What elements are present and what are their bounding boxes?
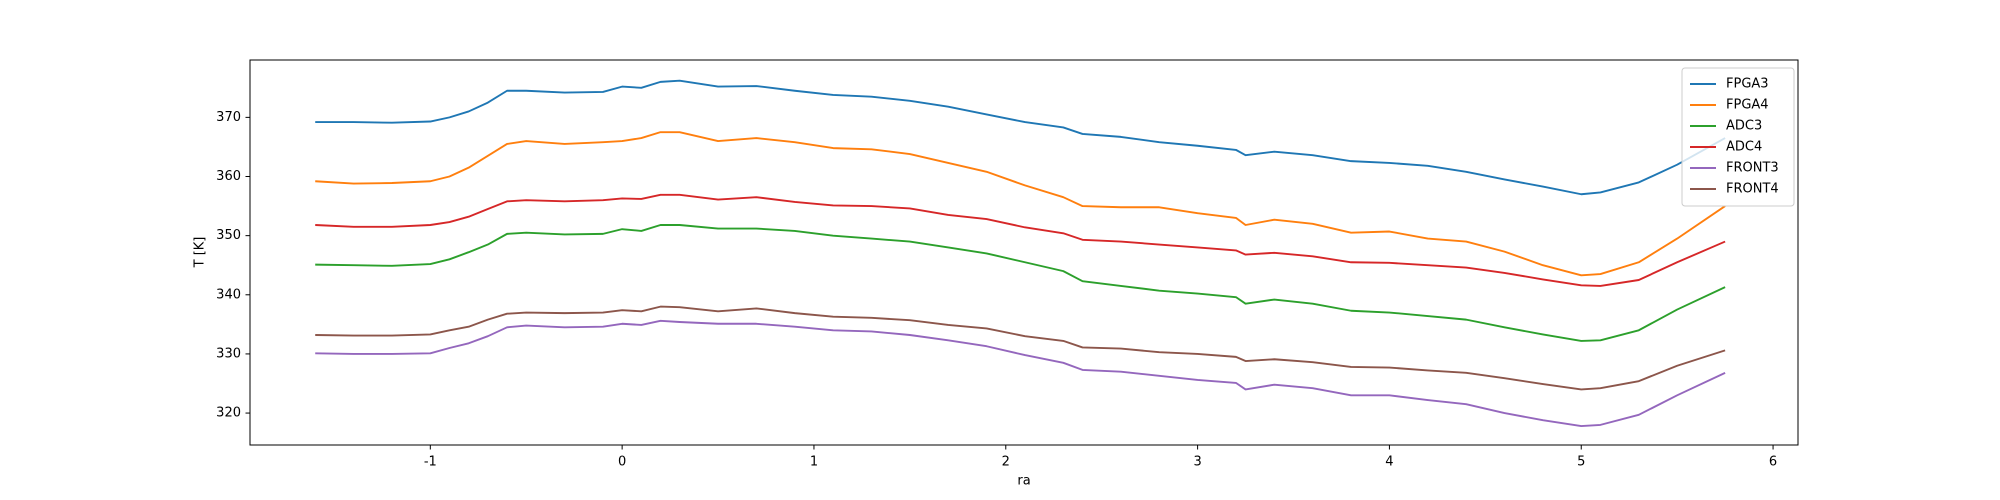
y-tick-label: 330 bbox=[216, 346, 241, 361]
legend-label: FPGA3 bbox=[1726, 77, 1769, 92]
legend-label: FRONT4 bbox=[1726, 182, 1779, 197]
series-line bbox=[315, 224, 1726, 342]
series-line bbox=[315, 319, 1726, 428]
y-tick-label: 320 bbox=[216, 406, 241, 421]
y-tick-label: 340 bbox=[216, 287, 241, 302]
y-axis-label: T [K] bbox=[193, 237, 208, 269]
legend-label: ADC4 bbox=[1726, 140, 1762, 155]
y-tick-label: 370 bbox=[216, 110, 241, 125]
x-tick-label: 3 bbox=[1193, 455, 1201, 470]
x-tick-label: 0 bbox=[618, 455, 626, 470]
x-tick-label: 4 bbox=[1385, 455, 1393, 470]
plot-frame bbox=[249, 59, 1799, 446]
legend-label: ADC3 bbox=[1726, 119, 1762, 134]
legend-box bbox=[1681, 67, 1795, 207]
x-axis-label: ra bbox=[1017, 474, 1030, 489]
x-tick-label: 2 bbox=[1002, 455, 1010, 470]
x-tick-label: 1 bbox=[810, 455, 818, 470]
x-tick-label: 6 bbox=[1769, 455, 1777, 470]
series-line bbox=[315, 131, 1726, 277]
x-tick-label: 5 bbox=[1577, 455, 1585, 470]
y-tick-label: 360 bbox=[216, 169, 241, 184]
series-line bbox=[315, 193, 1726, 287]
x-tick-label: -1 bbox=[424, 455, 437, 470]
y-tick-label: 350 bbox=[216, 228, 241, 243]
legend-label: FPGA4 bbox=[1726, 98, 1769, 113]
series-line bbox=[315, 79, 1726, 196]
legend-label: FRONT3 bbox=[1726, 161, 1779, 176]
series-line bbox=[315, 305, 1726, 391]
